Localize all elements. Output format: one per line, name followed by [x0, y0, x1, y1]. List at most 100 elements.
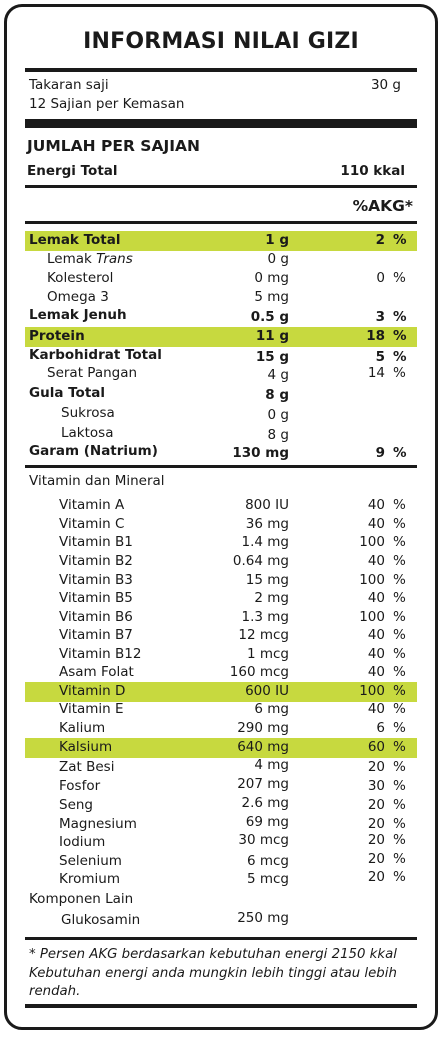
vitamin-akg: 40	[367, 553, 385, 569]
vitamin-akg: 100	[359, 683, 385, 699]
vitamin-amount: 15 mg	[245, 572, 289, 588]
vitamin-akg: 60	[367, 739, 385, 755]
nutrient-label: Sukrosa	[61, 405, 115, 421]
vitamin-akg: 100	[359, 534, 385, 550]
vitamin-akg: 100	[359, 609, 385, 625]
nutrient-amount: 8 g	[265, 387, 289, 403]
vitamin-akg: 40	[367, 590, 385, 606]
rule-thick	[25, 119, 417, 128]
vitamin-label: Vitamin B2	[59, 553, 133, 569]
nutrient-akg: 2	[375, 232, 385, 248]
vitamin-akg-unit: %	[393, 778, 406, 794]
vitamin-amount: 800 IU	[245, 497, 289, 513]
vitamin-label: Vitamin B1	[59, 534, 133, 550]
nutrient-akg-unit: %	[393, 309, 407, 325]
serving-size-label: Takaran saji	[29, 77, 109, 93]
vitamin-akg-unit: %	[393, 553, 406, 569]
vitamin-amount: 1 mcg	[246, 646, 289, 662]
vitamin-label: Vitamin E	[59, 701, 124, 717]
nutrient-amount: 11 g	[255, 328, 289, 344]
vitamin-amount: 207 mg	[237, 776, 289, 792]
rule-bottom	[25, 1004, 417, 1008]
vitamin-amount: 1.4 mg	[241, 534, 289, 550]
vitamin-label: Vitamin B6	[59, 609, 133, 625]
nutrient-akg: 18	[366, 328, 385, 344]
vitamin-akg-unit: %	[393, 720, 406, 736]
nutrient-akg-unit: %	[393, 365, 406, 381]
vitamin-akg-unit: %	[393, 572, 406, 588]
vitamin-akg: 40	[367, 646, 385, 662]
other-label: Glukosamin	[61, 912, 141, 928]
highlight-protein	[25, 327, 417, 347]
vitamin-akg: 40	[367, 664, 385, 680]
nutrient-amount: 0 g	[267, 407, 289, 423]
vitamin-amount: 6 mg	[254, 701, 289, 717]
vitamin-akg: 20	[367, 851, 385, 867]
rule-akg	[25, 221, 417, 224]
nutrient-akg-unit: %	[393, 349, 407, 365]
nutrient-amount: 0 g	[267, 251, 289, 267]
vitamin-amount: 4 mg	[254, 757, 289, 773]
nutrient-label: Gula Total	[29, 385, 106, 401]
vitamin-akg-unit: %	[393, 664, 406, 680]
vitamin-amount: 290 mg	[237, 720, 289, 736]
nutrient-label: Garam (Natrium)	[29, 443, 158, 459]
vitamin-akg-unit: %	[393, 869, 406, 885]
nutrient-label: Lemak Total	[29, 232, 121, 248]
vitamin-amount: 69 mg	[245, 814, 289, 830]
vitamin-amount: 12 mcg	[238, 627, 289, 643]
vitamin-amount: 36 mg	[245, 516, 289, 532]
highlight-kalsium	[25, 738, 417, 758]
nutrient-akg: 3	[375, 309, 385, 325]
nutrient-akg: 5	[375, 349, 385, 365]
vitamin-label: Vitamin D	[59, 683, 126, 699]
vitamin-akg-unit: %	[393, 759, 406, 775]
nutrient-label: Laktosa	[61, 425, 114, 441]
vitamin-amount: 2.6 mg	[241, 795, 289, 811]
vitamin-label: Zat Besi	[59, 759, 115, 775]
vitamin-label: Vitamin A	[59, 497, 125, 513]
vitamin-akg: 40	[367, 701, 385, 717]
vitamin-amount: 6 mcg	[246, 853, 289, 869]
vitamin-label: Vitamin B7	[59, 627, 133, 643]
vitamin-akg-unit: %	[393, 816, 406, 832]
vitamin-label: Kalsium	[59, 739, 113, 755]
rule-energy	[25, 185, 417, 188]
vitamin-label: Seng	[59, 797, 94, 813]
akg-heading: %AKG*	[352, 197, 413, 215]
vitamin-amount: 5 mcg	[246, 871, 289, 887]
vitamin-amount: 640 mg	[237, 739, 289, 755]
nutrient-label: Kolesterol	[47, 270, 114, 286]
per-serving-heading: JUMLAH PER SAJIAN	[27, 137, 200, 155]
vitamin-akg: 40	[367, 627, 385, 643]
vitamin-akg-unit: %	[393, 739, 406, 755]
other-amount: 250 mg	[237, 910, 289, 926]
vitamin-label: Kromium	[59, 871, 120, 887]
highlight-lemak-total	[25, 231, 417, 251]
nutrient-akg-unit: %	[393, 445, 407, 461]
vitamin-akg-unit: %	[393, 701, 406, 717]
highlight-vitamin-d	[25, 682, 417, 702]
vitamin-akg: 100	[359, 572, 385, 588]
rule-vitamins	[25, 465, 417, 468]
vitamin-amount: 160 mcg	[229, 664, 289, 680]
rule-footnote	[25, 937, 417, 940]
vitamin-amount: 0.64 mg	[232, 553, 289, 569]
vitamin-akg-unit: %	[393, 832, 406, 848]
vitamin-heading: Vitamin dan Mineral	[29, 473, 165, 489]
nutrient-amount: 0.5 g	[250, 309, 289, 325]
nutrient-label: Serat Pangan	[47, 365, 138, 381]
vitamin-label: Vitamin B3	[59, 572, 133, 588]
nutrient-amount: 0 mg	[254, 270, 289, 286]
energy-label: Energi Total	[27, 163, 118, 179]
vitamin-label: Asam Folat	[59, 664, 134, 680]
vitamin-akg-unit: %	[393, 646, 406, 662]
vitamin-akg: 20	[367, 759, 385, 775]
nutrient-amount: 5 mg	[254, 289, 289, 305]
vitamin-akg-unit: %	[393, 851, 406, 867]
nutrient-label: Lemak Jenuh	[29, 307, 127, 323]
nutrient-akg-unit: %	[393, 270, 406, 286]
vitamin-akg-unit: %	[393, 797, 406, 813]
nutrient-amount: 1 g	[265, 232, 289, 248]
nutrient-akg-unit: %	[393, 328, 407, 344]
